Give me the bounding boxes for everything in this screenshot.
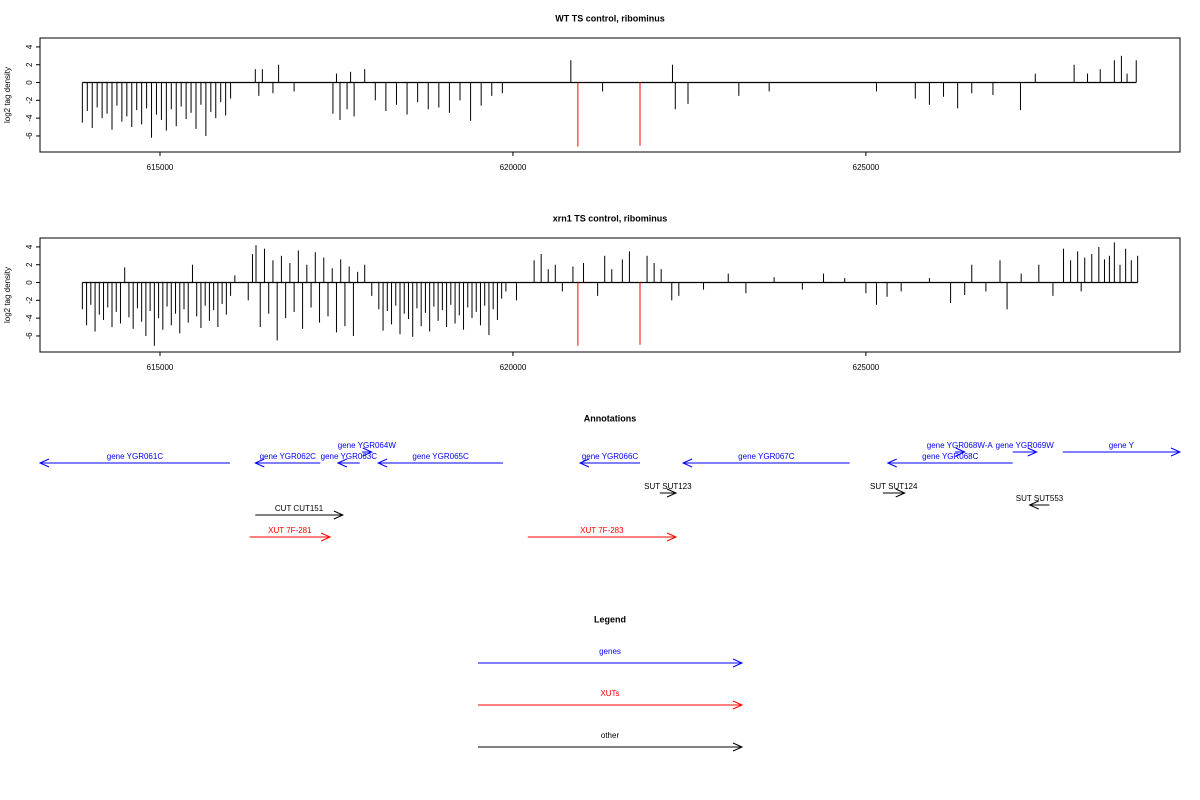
feature-label: gene YGR064W — [338, 441, 397, 450]
arrow-head — [732, 742, 744, 752]
x-tick-label: 615000 — [147, 363, 174, 372]
feature-arrow — [578, 458, 640, 468]
arrow-head — [666, 532, 678, 542]
feature-arrow — [659, 488, 678, 498]
y-axis-label: log2 tag density — [3, 267, 12, 323]
feature-arrow — [527, 532, 678, 542]
legend-arrow — [478, 742, 744, 752]
y-tick-label: 4 — [25, 244, 34, 249]
x-tick-label: 615000 — [147, 163, 174, 172]
legend-arrow — [478, 658, 744, 668]
arrow-head — [732, 658, 744, 668]
arrow-head — [320, 532, 332, 542]
chart-title: WT TS control, ribominus — [555, 13, 665, 23]
feature-arrow — [336, 458, 360, 468]
feature-label: gene YGR063C — [321, 452, 378, 461]
feature-arrow — [376, 458, 504, 468]
y-tick-label: 0 — [25, 80, 34, 85]
y-tick-label: -2 — [25, 296, 34, 304]
x-tick-label: 625000 — [853, 363, 880, 372]
plot-frame — [39, 237, 1181, 353]
arrow-head — [1027, 447, 1038, 457]
feature-label: gene YGR062C — [260, 452, 317, 461]
feature-label: gene YGR067C — [738, 452, 795, 461]
legend-title: Legend — [594, 614, 626, 624]
y-tick-label: 4 — [25, 44, 34, 49]
arrow-head — [362, 447, 373, 457]
feature-arrow — [681, 458, 850, 468]
arrow-head — [578, 458, 590, 468]
feature-label: SUT SUT553 — [1016, 494, 1064, 503]
feature-arrow — [882, 488, 906, 498]
annotations-title: Annotations — [584, 413, 637, 423]
y-tick-label: 2 — [25, 262, 34, 267]
arrow-head — [886, 458, 897, 468]
y-tick-label: -4 — [25, 114, 34, 122]
feature-arrow — [255, 510, 345, 520]
y-tick-label: -4 — [25, 314, 34, 322]
arrow-head — [1028, 500, 1039, 510]
arrow-head — [955, 447, 966, 457]
feature-label: XUT 7F-281 — [268, 526, 312, 535]
feature-arrow — [249, 532, 332, 542]
legend-label: XUTs — [600, 689, 619, 698]
feature-label: gene YGR061C — [107, 452, 164, 461]
feature-label: gene Y — [1109, 441, 1135, 450]
feature-arrow — [38, 458, 230, 468]
y-tick-label: -6 — [25, 332, 34, 340]
feature-arrow — [954, 447, 966, 457]
chart-title: xrn1 TS control, ribominus — [553, 213, 668, 223]
arrow-head — [333, 510, 345, 520]
annotation-tracks: gene YGR064W gene YGR068W-A gene YGR069W ge… — [38, 441, 1182, 542]
feature-arrow — [361, 447, 373, 457]
feature-arrow — [1028, 500, 1050, 510]
feature-label: XUT 7F-283 — [580, 526, 624, 535]
y-tick-label: -6 — [25, 132, 34, 140]
y-axis-label: log2 tag density — [3, 67, 12, 123]
arrow-head — [336, 458, 348, 468]
arrow-head — [254, 458, 265, 468]
x-tick-label: 620000 — [500, 363, 527, 372]
y-tick-label: 2 — [25, 62, 34, 67]
legend-label: genes — [599, 647, 621, 656]
legend-label: other — [601, 731, 620, 740]
feature-label: gene YGR065C — [412, 452, 469, 461]
arrow-head — [681, 458, 693, 468]
feature-label: CUT CUT151 — [275, 504, 324, 513]
arrow-head — [666, 488, 678, 498]
x-tick-label: 625000 — [853, 163, 880, 172]
arrow-head — [732, 700, 744, 710]
feature-arrow — [1062, 447, 1182, 457]
feature-label: gene YGR069W — [996, 441, 1055, 450]
y-tick-label: 0 — [25, 280, 34, 285]
feature-label: gene YGR066C — [582, 452, 639, 461]
x-tick-label: 620000 — [500, 163, 527, 172]
feature-label: gene YGR068W-A — [927, 441, 994, 450]
arrow-head — [38, 458, 50, 468]
arrow-head — [1170, 447, 1182, 457]
y-tick-label: -2 — [25, 96, 34, 104]
feature-arrow — [254, 458, 321, 468]
arrow-head — [376, 458, 388, 468]
feature-label: gene YGR068C — [922, 452, 979, 461]
feature-label: SUT SUT124 — [870, 482, 918, 491]
arrow-head — [895, 488, 906, 498]
legend-arrow — [478, 700, 744, 710]
plot-frame — [39, 37, 1181, 153]
feature-arrow — [886, 458, 1013, 468]
feature-label: SUT SUT123 — [644, 482, 692, 491]
feature-arrow — [1012, 447, 1038, 457]
